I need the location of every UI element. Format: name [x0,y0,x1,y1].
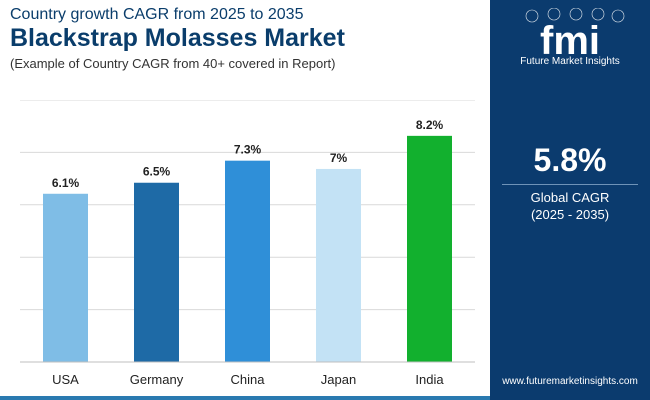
data-label-usa: 6.1% [52,176,80,190]
chart-panel: Country growth CAGR from 2025 to 2035 Bl… [0,6,490,400]
logo-text: fmi [540,19,600,63]
global-cagr-value: 5.8% [533,142,607,178]
bar-china [225,160,270,362]
chart-note: (Example of Country CAGR from 40+ covere… [10,56,336,71]
x-tick-usa: USA [52,372,79,387]
x-tick-germany: Germany [130,372,184,387]
data-label-china: 7.3% [234,143,262,157]
data-label-india: 8.2% [416,118,444,132]
x-tick-india: India [415,372,444,387]
website-link[interactable]: www.futuremarketinsights.com [502,376,638,387]
bottom-accent-strip [0,396,490,400]
fmi-logo: fmi [525,8,625,63]
chart-title: Blackstrap Molasses Market [10,24,345,52]
bar-usa [43,193,88,362]
global-cagr-label: Global CAGR [530,190,610,205]
bar-germany [134,182,179,362]
x-tick-china: China [231,372,266,387]
global-cagr-range: (2025 - 2035) [530,207,610,222]
kpi-divider [502,184,638,185]
bar-chart: 6.1% USA 6.5% Germany 7.3% China 7% Japan 8.2% In… [20,100,475,390]
bar-chart-svg: 6.1% USA 6.5% Germany 7.3% China 7% Japan 8.2% In… [20,100,475,387]
bar-japan [316,168,361,362]
sidebar: fmi Future Market Insights 5.8% Global C… [490,0,650,400]
x-tick-japan: Japan [321,372,356,387]
logo-tagline: Future Market Insights [520,56,620,67]
data-label-germany: 6.5% [143,165,171,179]
chart-subtitle: Country growth CAGR from 2025 to 2035 [10,6,304,23]
bar-india [407,135,452,362]
data-label-japan: 7% [330,151,348,165]
